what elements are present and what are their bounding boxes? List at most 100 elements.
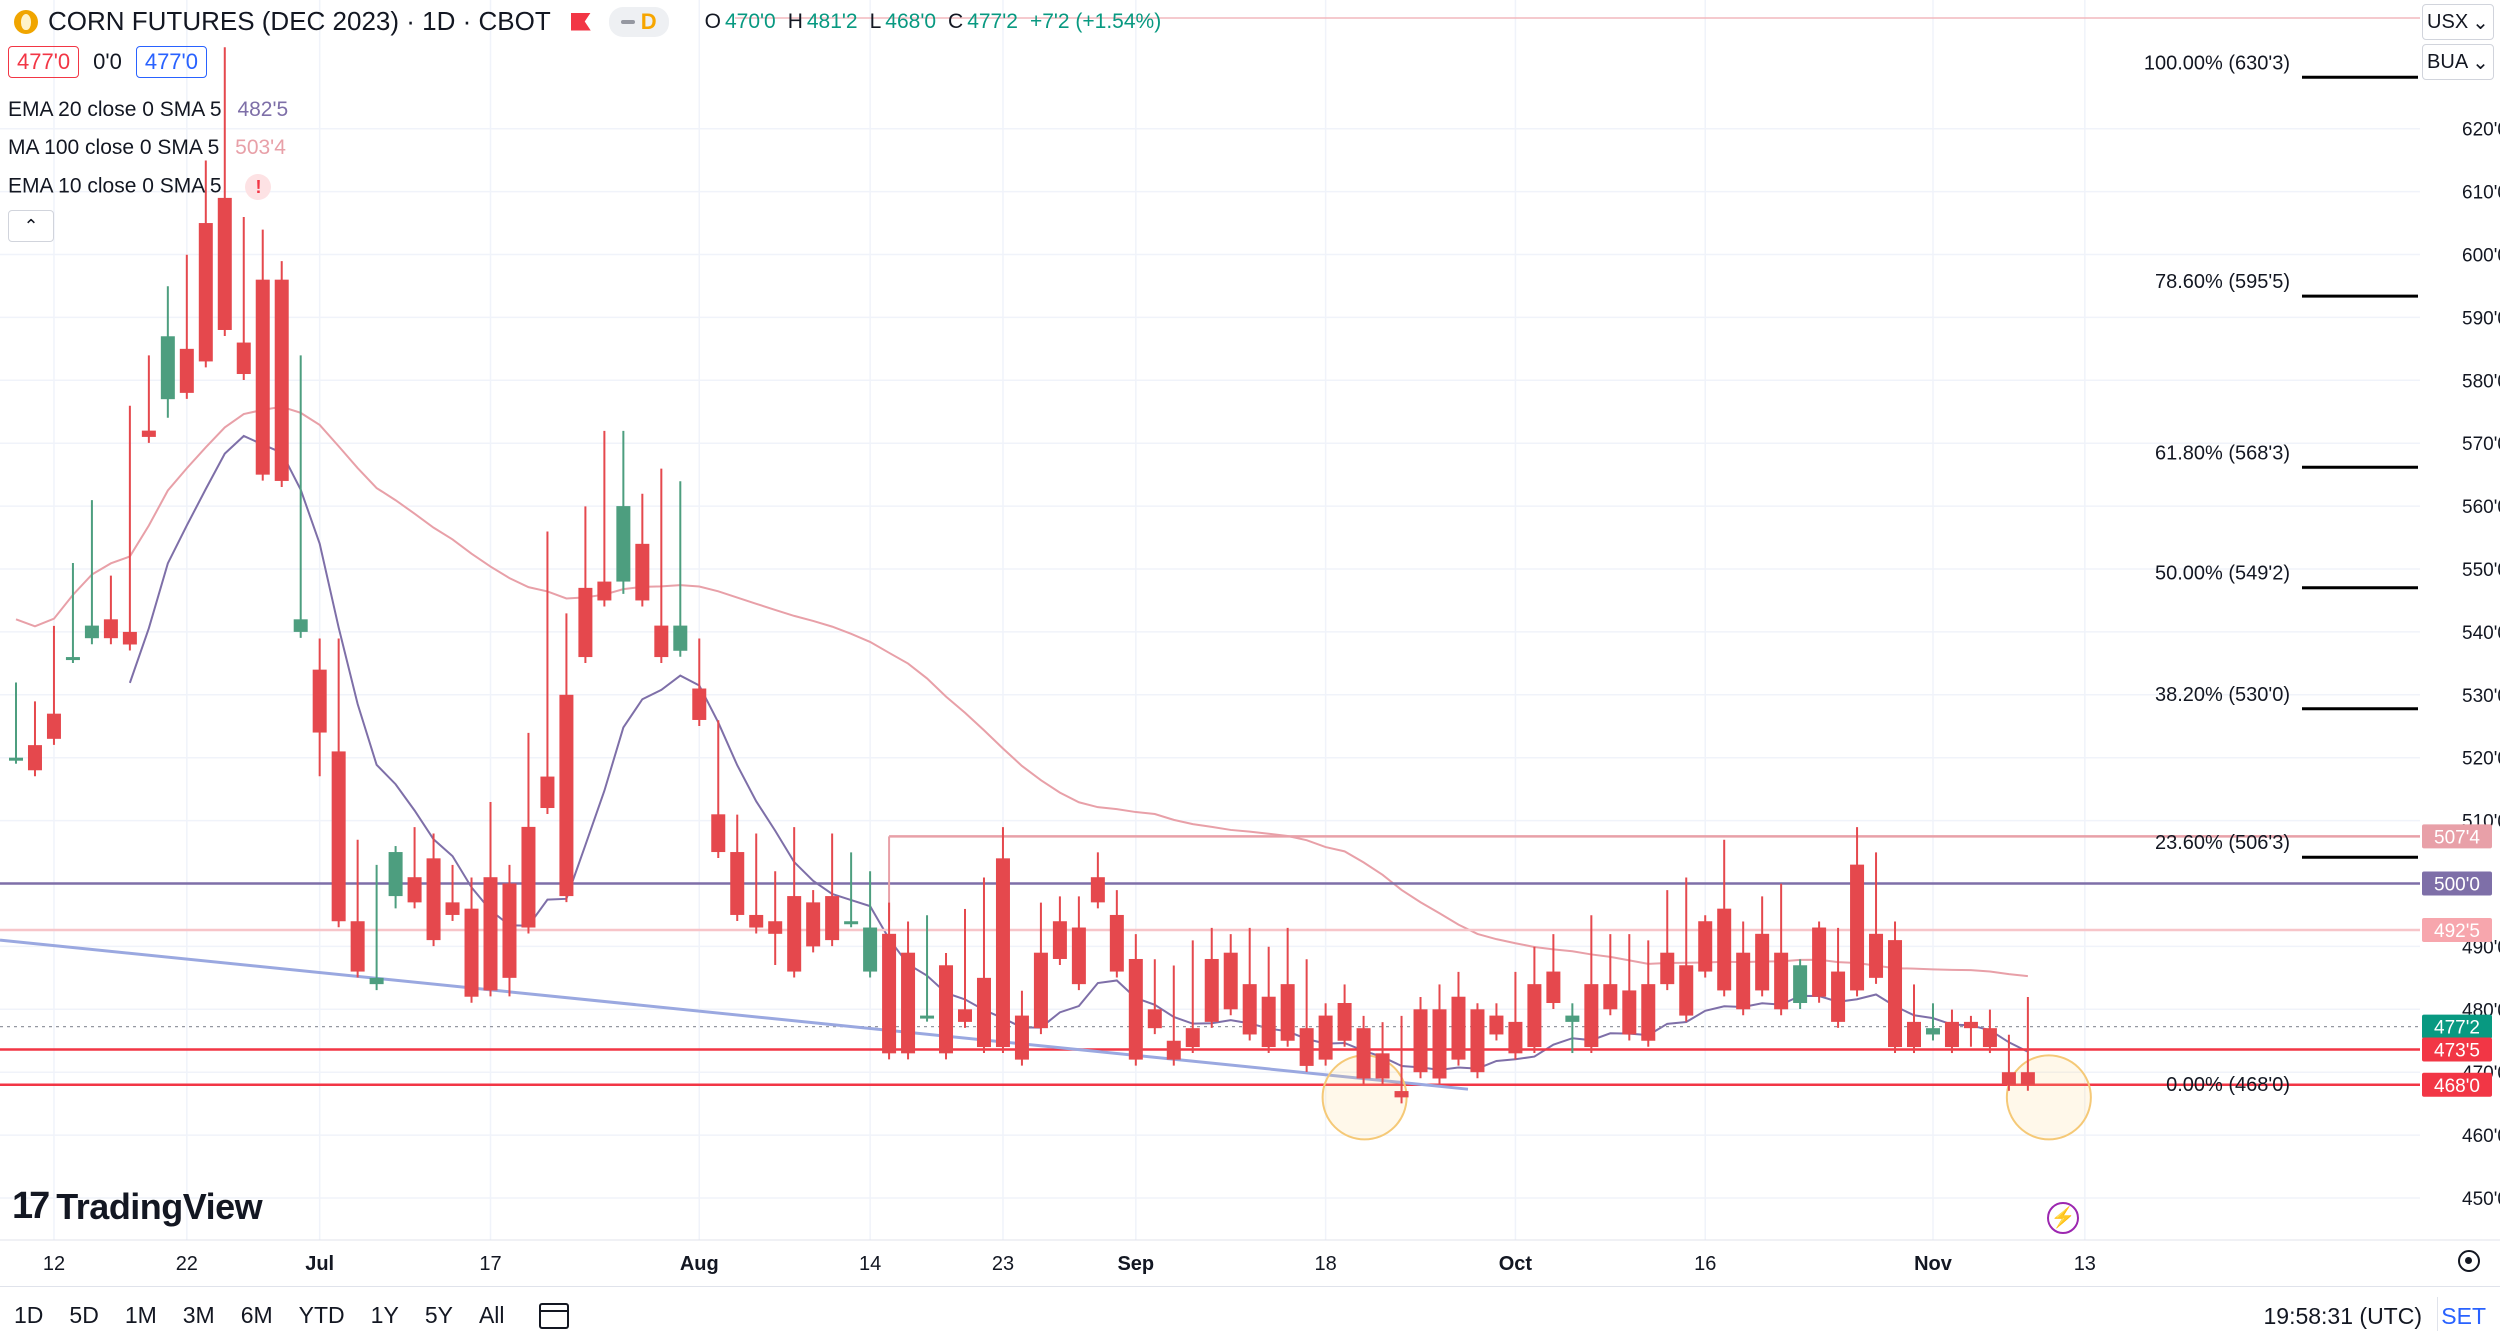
range-3m-button[interactable]: 3M (182, 1302, 215, 1328)
candle-body (27, 745, 42, 771)
warning-icon[interactable]: ! (245, 174, 272, 200)
candle-body (673, 625, 688, 651)
bottom-toolbar: 1D 5D 1M 3M 6M YTD 1Y 5Y All 19:58:31 (U… (0, 1286, 2500, 1344)
candle-body (958, 1009, 972, 1022)
candle-body (122, 631, 137, 645)
range-1d-button[interactable]: 1D (14, 1302, 44, 1328)
range-all-button[interactable]: All (478, 1302, 505, 1328)
price-tick-label: 560'0 (2462, 497, 2500, 518)
calendar-icon[interactable] (538, 1302, 569, 1329)
candle-body (483, 877, 498, 991)
candle-body (616, 506, 631, 582)
fib-level-label: 61.80% (568'3) (2155, 442, 2290, 464)
price-label-text: 500'0 (2434, 875, 2480, 896)
candle-body (198, 223, 213, 362)
buy-price-button[interactable]: 477'0 (135, 46, 207, 78)
candle-body (1318, 1015, 1333, 1060)
date-tick-label: 22 (176, 1253, 198, 1275)
date-tick-label: Oct (1499, 1253, 1533, 1275)
price-tick-label: 620'0 (2462, 120, 2500, 141)
range-6m-button[interactable]: 6M (240, 1302, 273, 1328)
candle-body (1850, 864, 1865, 991)
candle-body (1128, 958, 1143, 1060)
candle-body (445, 902, 460, 915)
date-tick-label: Jul (305, 1253, 334, 1275)
logo-text: TradingView (56, 1185, 263, 1227)
delayed-data-badge: D (640, 8, 657, 34)
candle-body (65, 657, 80, 661)
candle-body (255, 279, 270, 475)
range-ytd-button[interactable]: YTD (298, 1302, 345, 1328)
candle-body (1223, 952, 1238, 1010)
candle-body (2001, 1072, 2016, 1085)
price-axis[interactable]: 450'0460'0470'0480'0490'0510'0520'0530'0… (2462, 120, 2500, 1210)
candle-body (787, 896, 802, 972)
range-1y-button[interactable]: 1Y (370, 1302, 399, 1328)
price-chart[interactable]: 100.00% (630'3) 78.60% (595'5) 61.80% (568… (0, 0, 2500, 1286)
candle-body (1375, 1053, 1390, 1079)
candle-body (1982, 1028, 1997, 1048)
candle-body (559, 694, 574, 897)
candle-body (1907, 1021, 1921, 1048)
candle-body (692, 688, 707, 720)
moving-average-lines (15, 405, 2029, 1071)
candle-body (863, 927, 878, 972)
candle-body (2020, 1072, 2035, 1085)
date-tick-label: 16 (1694, 1253, 1716, 1275)
candle-body (1337, 1003, 1352, 1041)
candle-body (407, 877, 422, 903)
price-tick-label: 540'0 (2462, 623, 2500, 644)
chevron-down-icon: ⌄ (2472, 51, 2489, 74)
candle-body (1925, 1028, 1940, 1035)
currency-select[interactable]: USX ⌄ (2422, 4, 2494, 40)
candle-body (654, 625, 669, 658)
sell-price-button[interactable]: 477'0 (8, 46, 80, 78)
range-5d-button[interactable]: 5D (69, 1302, 99, 1328)
gear-icon[interactable] (2458, 1250, 2480, 1272)
candle-body (1584, 984, 1599, 1048)
candle-body (521, 826, 536, 928)
session-button[interactable]: SET (2441, 1303, 2486, 1329)
indicator-ema10[interactable]: EMA 10 close 0 SMA 5 ! (8, 174, 272, 200)
candle-body (1527, 984, 1542, 1048)
candle-body (976, 977, 991, 1048)
date-tick-label: Sep (1117, 1253, 1154, 1275)
price-label-box (2422, 824, 2492, 849)
indicator-label: MA 100 close 0 SMA 5 (8, 136, 220, 159)
candle-body (730, 852, 745, 915)
candle-body (1660, 952, 1675, 985)
price-label-box (2422, 871, 2492, 896)
symbol-title[interactable]: CORN FUTURES (DEC 2023) · 1D · CBOT (48, 6, 551, 36)
candle-body (84, 625, 99, 639)
fib-level-label: 38.20% (530'0) (2155, 684, 2290, 706)
data-status-pill[interactable]: D (608, 6, 669, 37)
time-axis[interactable]: 12 22 Jul 17 Aug 14 23 Sep 18 Oct 16 Nov 13 (43, 1253, 2096, 1275)
candlestick-series (9, 47, 2035, 1104)
lightning-icon[interactable]: ⚡ (2047, 1202, 2079, 1234)
candle-body (426, 858, 441, 941)
collapse-legend-button[interactable]: ⌃ (8, 210, 54, 242)
candle-body (331, 751, 346, 922)
candle-body (1622, 990, 1637, 1035)
price-tick-label: 450'0 (2462, 1189, 2500, 1210)
price-label-text: 507'4 (2434, 827, 2480, 848)
range-5y-button[interactable]: 5Y (424, 1302, 453, 1328)
price-tick-label: 460'0 (2462, 1126, 2500, 1147)
candle-body (806, 902, 821, 947)
flag-icon[interactable] (570, 12, 591, 31)
date-tick-label: 13 (2074, 1253, 2096, 1275)
price-tick-label: 490'0 (2462, 937, 2500, 958)
candle-body (293, 619, 308, 632)
candle-body (1698, 921, 1713, 972)
utc-clock[interactable]: 19:58:31 (UTC) (2263, 1303, 2422, 1329)
indicator-ema20[interactable]: EMA 20 close 0 SMA 5 482'5 (8, 98, 288, 122)
tradingview-logo[interactable]: 17 TradingView (12, 1185, 263, 1228)
unit-select[interactable]: BUA ⌄ (2422, 44, 2494, 80)
candle-body (1717, 908, 1732, 991)
ma100-line (15, 405, 2028, 978)
range-1m-button[interactable]: 1M (124, 1302, 157, 1328)
highlight-circle (2005, 1054, 2092, 1141)
indicator-ma100[interactable]: MA 100 close 0 SMA 5 503'4 (8, 136, 286, 160)
